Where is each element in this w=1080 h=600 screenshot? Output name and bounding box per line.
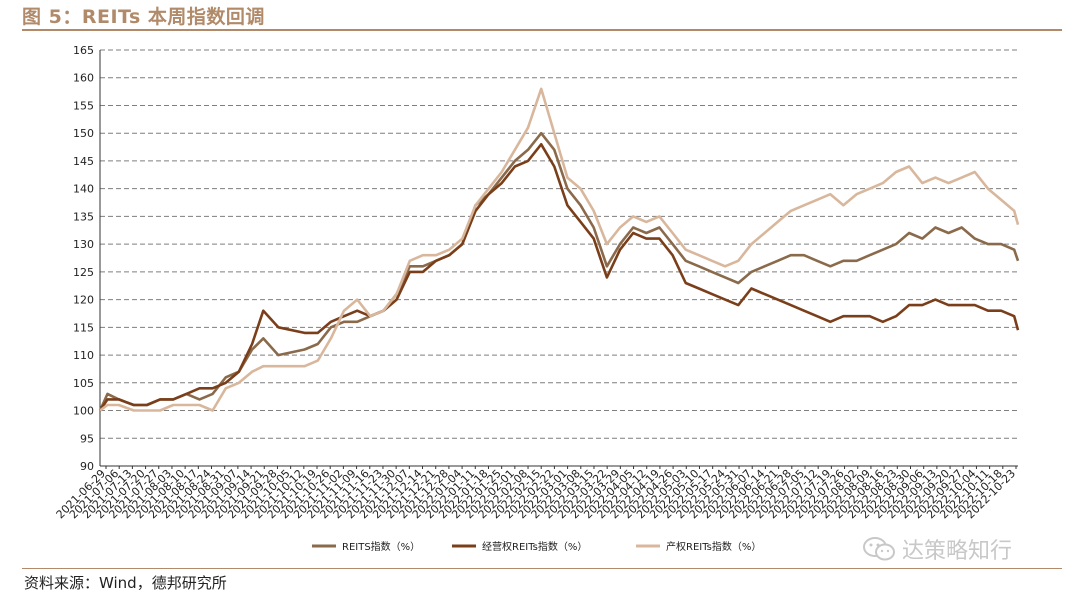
y-tick-label: 140 xyxy=(73,183,94,196)
legend-label-3: 产权REITs指数（%） xyxy=(666,540,761,553)
figure-title: 图 5：REITs 本周指数回调 xyxy=(22,6,265,28)
y-tick-label: 130 xyxy=(73,238,94,251)
watermark-text: 达策略知行 xyxy=(902,539,1013,564)
legend-label-1: REITS指数（%） xyxy=(342,540,420,553)
watermark: 达策略知行 xyxy=(862,533,1012,565)
y-tick-label: 115 xyxy=(73,321,94,334)
title-rule xyxy=(22,29,1062,31)
y-tick-label: 135 xyxy=(73,210,94,223)
y-tick-label: 160 xyxy=(73,72,94,85)
y-tick-label: 95 xyxy=(80,432,94,445)
y-tick-label: 155 xyxy=(73,99,94,112)
source-rule xyxy=(22,568,1062,569)
series-line-3 xyxy=(99,87,1020,412)
wechat-icon xyxy=(863,537,895,561)
legend: REITS指数（%） 经营权REITs指数（%） 产权REITs指数（%） xyxy=(312,540,761,553)
legend-label-2: 经营权REITs指数（%） xyxy=(482,540,587,553)
source-note: 资料来源：Wind，德邦研究所 xyxy=(24,574,227,592)
y-tick-label: 125 xyxy=(73,266,94,279)
y-tick-label: 165 xyxy=(73,44,94,57)
series-lines xyxy=(98,87,1020,412)
y-tick-label: 90 xyxy=(80,460,94,473)
y-tick-label: 110 xyxy=(73,349,94,362)
gridlines xyxy=(100,49,1018,439)
y-tick-label: 145 xyxy=(73,155,94,168)
axes: 90 95 100 105 110 115 120 125 130 135 140 145 150 155… xyxy=(54,44,1018,521)
series-line-1 xyxy=(98,131,1020,412)
series-line-2 xyxy=(98,143,1020,412)
y-tick-label: 150 xyxy=(73,127,94,140)
y-tick-label: 105 xyxy=(73,377,94,390)
y-tick-label: 120 xyxy=(73,294,94,307)
y-tick-label: 100 xyxy=(73,405,94,418)
